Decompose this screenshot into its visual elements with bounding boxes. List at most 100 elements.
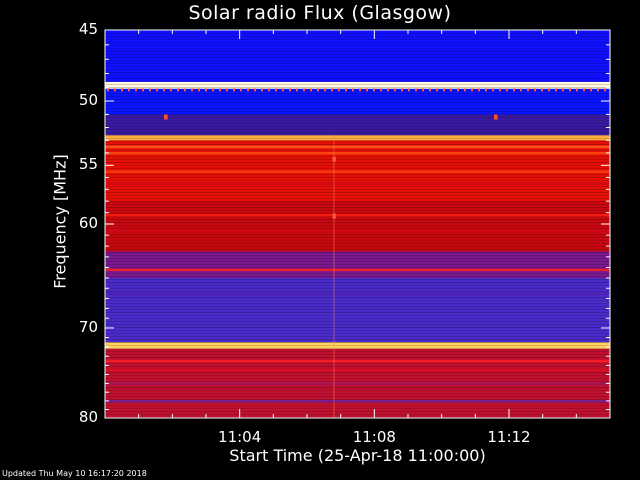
spectrum-band (105, 277, 610, 343)
texture-stripe (105, 48, 610, 49)
texture-stripe (105, 165, 610, 166)
interference-tick (527, 88, 529, 92)
x-tick-label: 11:04 (218, 428, 262, 446)
interference-tick (394, 88, 396, 92)
texture-stripe (105, 291, 610, 292)
texture-stripe (105, 177, 610, 178)
texture-stripe (105, 363, 610, 364)
interference-tick (464, 88, 466, 92)
texture-stripe (105, 255, 610, 256)
texture-stripe (105, 63, 610, 64)
texture-stripe (105, 123, 610, 124)
emission-line (105, 182, 610, 185)
texture-stripe (105, 312, 610, 313)
texture-stripe (105, 336, 610, 337)
texture-stripe (105, 300, 610, 301)
texture-stripe (105, 99, 610, 100)
texture-stripe (105, 84, 610, 85)
interference-tick (408, 88, 410, 92)
texture-stripe (105, 246, 610, 247)
texture-stripe (105, 198, 610, 199)
interference-tick (296, 88, 298, 92)
texture-stripe (105, 324, 610, 325)
texture-stripe (105, 342, 610, 343)
texture-stripe (105, 234, 610, 235)
texture-stripe (105, 192, 610, 193)
texture-stripe (105, 114, 610, 115)
texture-stripe (105, 195, 610, 196)
interference-tick (520, 88, 522, 92)
interference-tick (436, 88, 438, 92)
texture-stripe (105, 150, 610, 151)
interference-tick (289, 88, 291, 92)
texture-stripe (105, 102, 610, 103)
interference-tick (513, 88, 515, 92)
texture-stripe (105, 117, 610, 118)
texture-stripe (105, 321, 610, 322)
y-tick-label: 55 (78, 155, 98, 174)
texture-stripe (105, 108, 610, 109)
texture-stripe (105, 411, 610, 412)
spectrogram-heatmap (105, 30, 610, 419)
texture-stripe (105, 252, 610, 253)
interference-tick (282, 88, 284, 92)
texture-stripe (105, 348, 610, 349)
texture-stripe (105, 345, 610, 346)
texture-stripe (105, 264, 610, 265)
texture-stripe (105, 168, 610, 169)
interference-tick (163, 88, 165, 92)
texture-stripe (105, 75, 610, 76)
texture-stripe (105, 42, 610, 43)
emission-line (105, 145, 610, 149)
texture-stripe (105, 126, 610, 127)
texture-stripe (105, 390, 610, 391)
texture-stripe (105, 306, 610, 307)
texture-stripe (105, 219, 610, 220)
texture-stripe (105, 138, 610, 139)
burst-streak (332, 135, 335, 418)
emission-line (105, 229, 610, 233)
texture-stripe (105, 33, 610, 34)
interference-tick (114, 88, 116, 92)
interference-tick (506, 88, 508, 92)
interference-tick (156, 88, 158, 92)
spectrum-band (105, 251, 610, 279)
interference-tick (492, 88, 494, 92)
x-tick-label: 11:08 (352, 428, 396, 446)
texture-stripe (105, 129, 610, 130)
spectrum-band (105, 342, 610, 350)
texture-stripe (105, 87, 610, 88)
emission-line (105, 359, 610, 363)
spectrum-band (105, 81, 610, 90)
interference-tick (352, 88, 354, 92)
interference-tick (387, 88, 389, 92)
interference-tick (247, 88, 249, 92)
texture-stripe (105, 309, 610, 310)
texture-stripe (105, 156, 610, 157)
texture-stripe (105, 162, 610, 163)
interference-tick (443, 88, 445, 92)
texture-stripe (105, 222, 610, 223)
interference-tick (107, 88, 109, 92)
texture-stripe (105, 288, 610, 289)
interference-tick (324, 88, 326, 92)
emission-line (105, 292, 610, 295)
texture-stripe (105, 132, 610, 133)
texture-stripe (105, 315, 610, 316)
texture-stripe (105, 186, 610, 187)
emission-line (105, 213, 610, 217)
texture-stripe (105, 399, 610, 400)
texture-stripe (105, 402, 610, 403)
texture-stripe (105, 285, 610, 286)
texture-stripe (105, 282, 610, 283)
interference-tick (450, 88, 452, 92)
spectrum-band (105, 114, 610, 136)
texture-stripe (105, 276, 610, 277)
texture-stripe (105, 354, 610, 355)
texture-stripe (105, 213, 610, 214)
emission-line (105, 382, 610, 385)
interference-tick (233, 88, 235, 92)
interference-tick (548, 88, 550, 92)
interference-tick (177, 88, 179, 92)
